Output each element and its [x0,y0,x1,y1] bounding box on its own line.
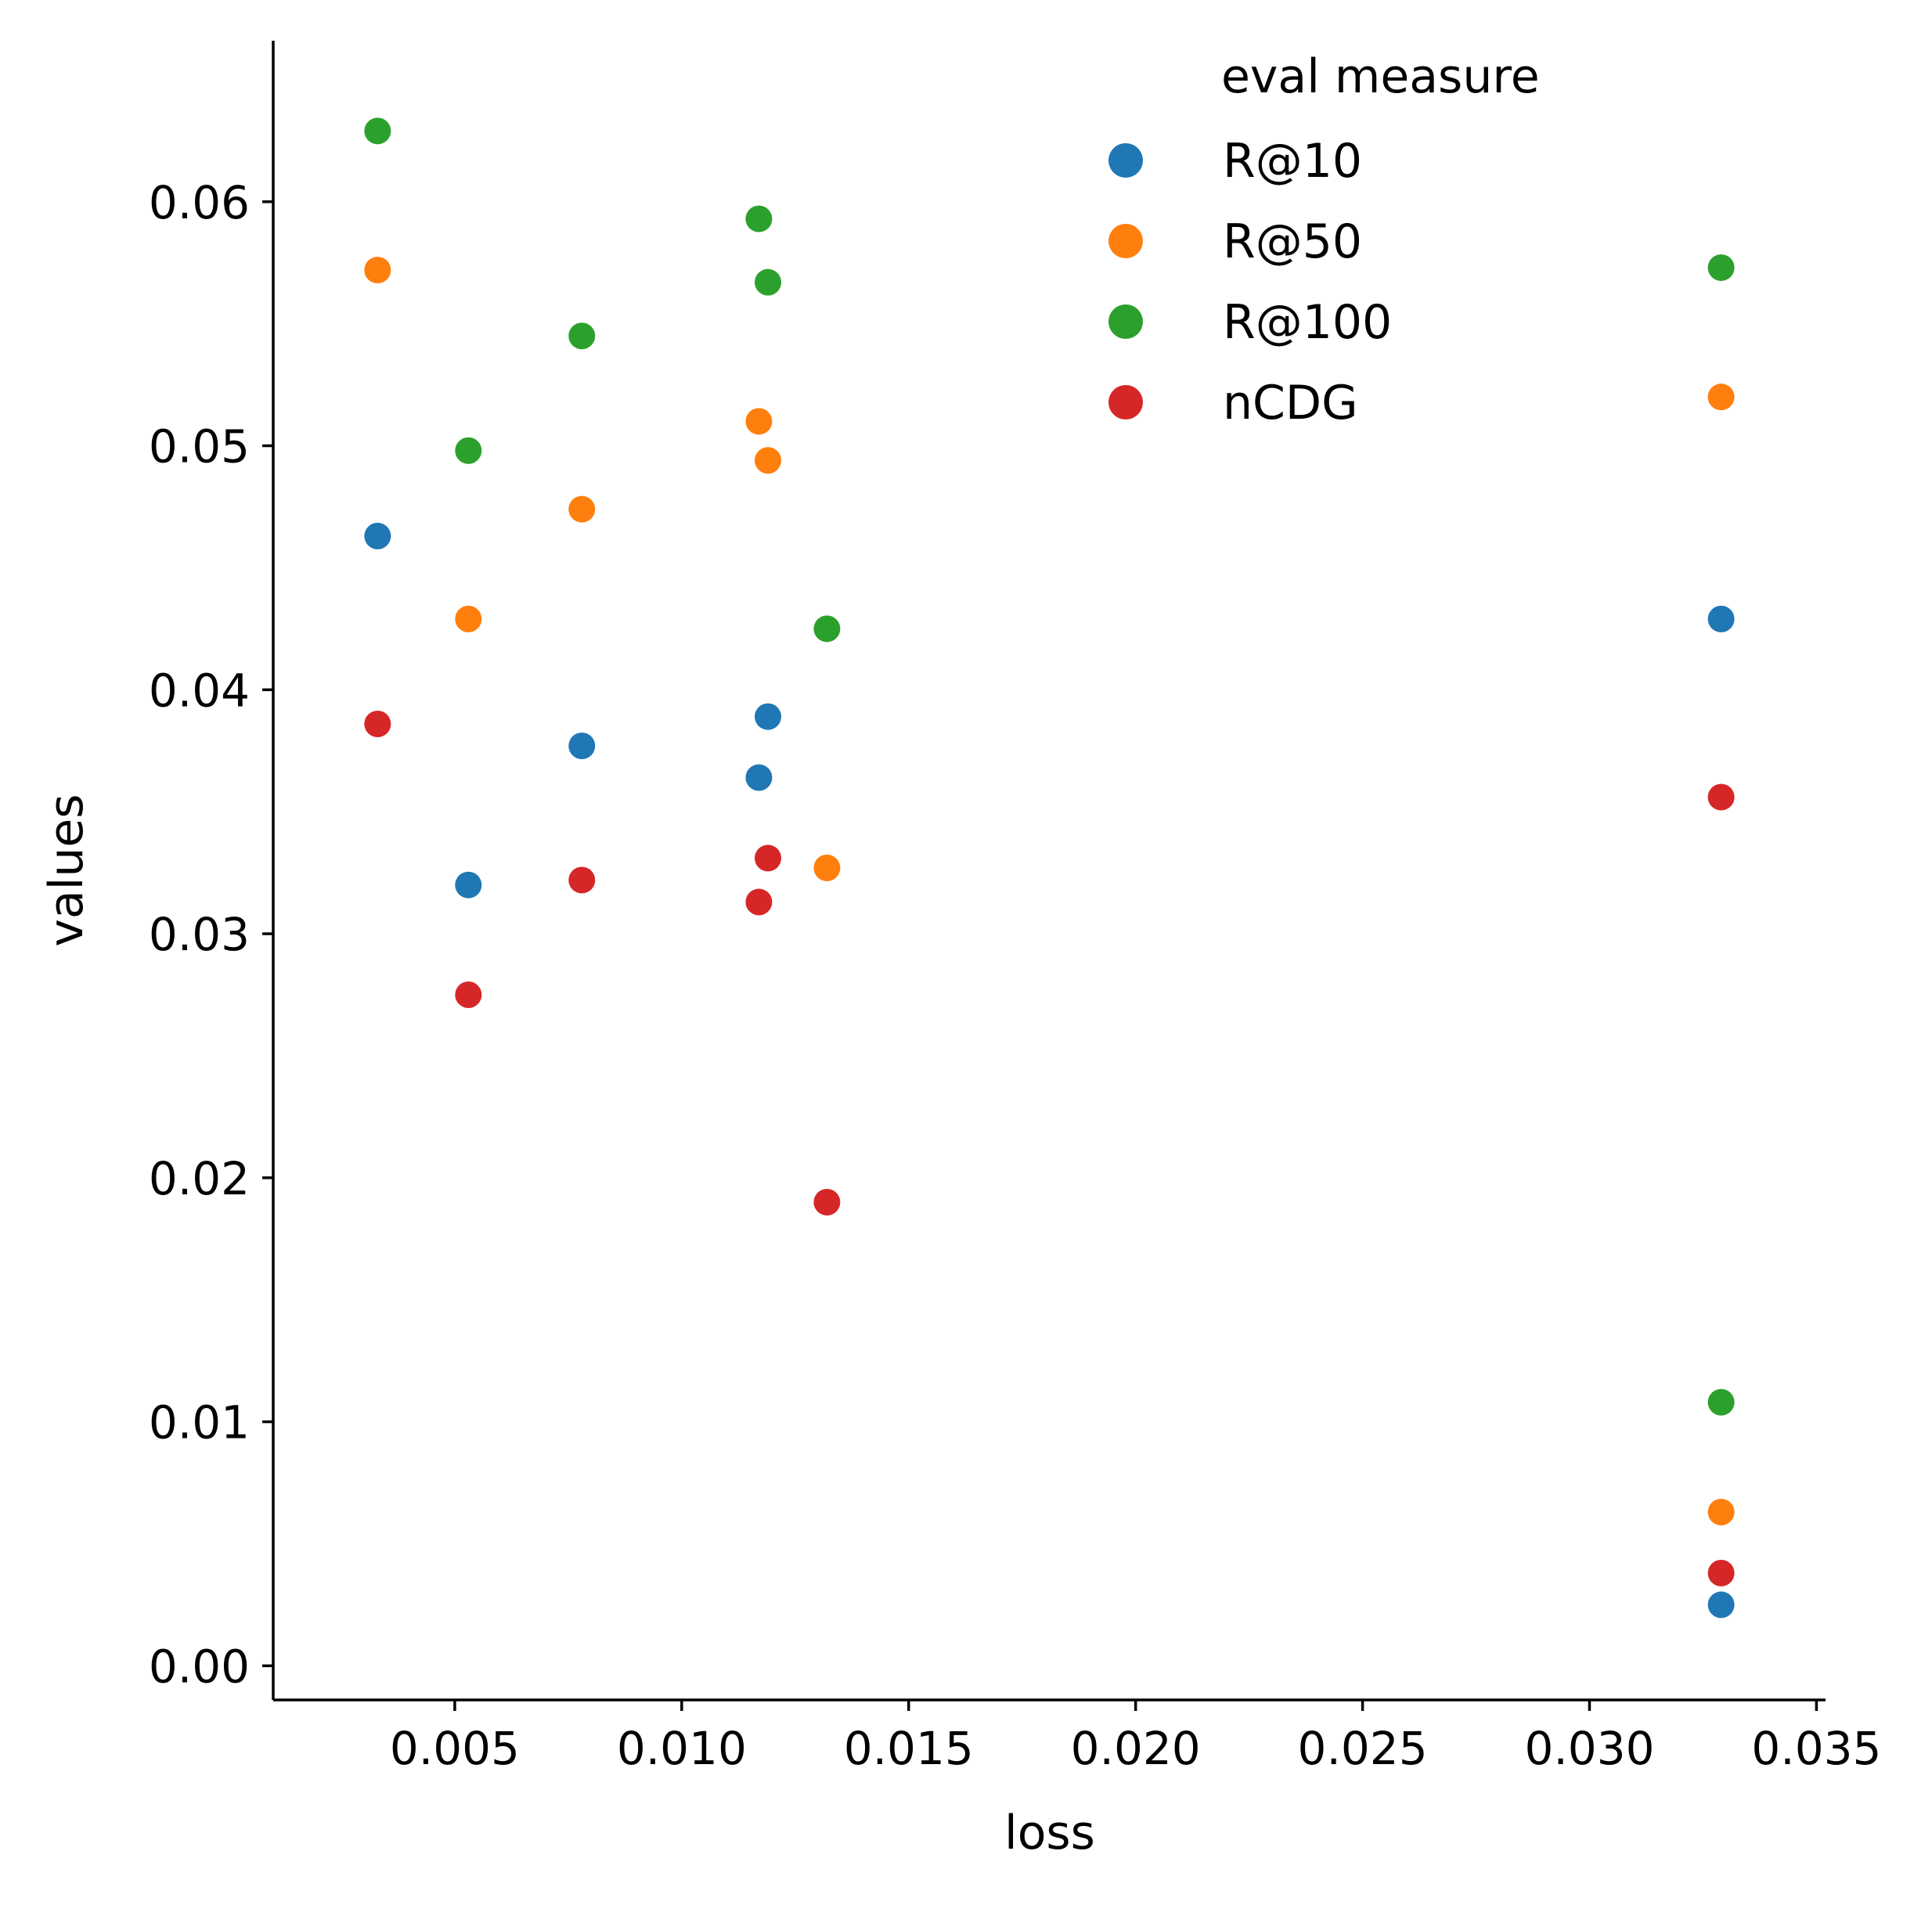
x-axis-label: loss [1004,1806,1095,1860]
point-ncdg [1707,1559,1735,1586]
point-r10 [1707,605,1735,632]
point-r10 [1707,1591,1735,1619]
point-r50 [745,408,773,435]
point-r50 [1707,1498,1735,1525]
ticks-layer: 0.005 0.010 0.015 0.020 0.025 0.030 0.035 0.00 0… [149,176,1882,1775]
point-ncdg [813,1189,841,1215]
legend-marker-r100 [1108,304,1143,339]
legend-marker-r10 [1108,143,1143,178]
point-r100 [455,437,482,464]
axes-layer [272,41,1826,1702]
point-r50 [755,447,782,474]
y-axis-label: values [39,794,94,946]
y-tick-label: 0.03 [149,908,250,961]
legend: eval measure R@10 R@50 R@100 nCDG [1108,49,1540,430]
legend-label-r100: R@100 [1223,295,1392,350]
x-tick-label: 0.035 [1751,1722,1881,1775]
legend-title: eval measure [1221,49,1540,104]
point-r50 [364,257,391,284]
x-tick-label: 0.010 [617,1722,747,1775]
point-r10 [568,733,596,759]
point-r10 [364,522,391,549]
legend-label-r50: R@50 [1223,214,1362,269]
point-ncdg [364,710,391,737]
points-layer [364,117,1735,1619]
y-tick-label: 0.02 [149,1152,250,1205]
point-r100 [364,117,391,145]
y-tick-label: 0.06 [149,176,250,229]
point-r100 [568,322,596,350]
point-ncdg [1707,783,1735,811]
point-ncdg [568,866,596,894]
x-tick-label: 0.005 [390,1722,520,1775]
x-tick-label: 0.020 [1071,1722,1201,1775]
point-r100 [1707,1388,1735,1416]
point-r50 [568,495,596,523]
point-ncdg [745,888,773,916]
point-r10 [455,871,482,898]
x-tick-label: 0.030 [1524,1722,1654,1775]
point-r10 [755,703,782,730]
y-tick-label: 0.01 [149,1396,250,1449]
legend-label-r10: R@10 [1223,134,1362,189]
y-tick-label: 0.05 [149,420,250,474]
point-ncdg [455,981,482,1008]
legend-marker-ncdg [1108,385,1143,420]
legend-marker-r50 [1108,224,1143,258]
point-r100 [813,615,841,643]
legend-label-ncdg: nCDG [1223,376,1358,430]
point-r50 [455,605,482,632]
y-tick-label: 0.00 [149,1640,250,1693]
legend-items: R@10 R@50 R@100 nCDG [1108,134,1392,430]
point-r10 [745,764,773,791]
point-r100 [1707,254,1735,281]
point-r50 [1707,384,1735,411]
y-tick-label: 0.04 [149,664,250,717]
x-tick-label: 0.015 [844,1722,974,1775]
x-tick-label: 0.025 [1298,1722,1428,1775]
point-r50 [813,854,841,881]
point-r100 [745,205,773,232]
point-r100 [755,268,782,296]
point-ncdg [755,844,782,872]
